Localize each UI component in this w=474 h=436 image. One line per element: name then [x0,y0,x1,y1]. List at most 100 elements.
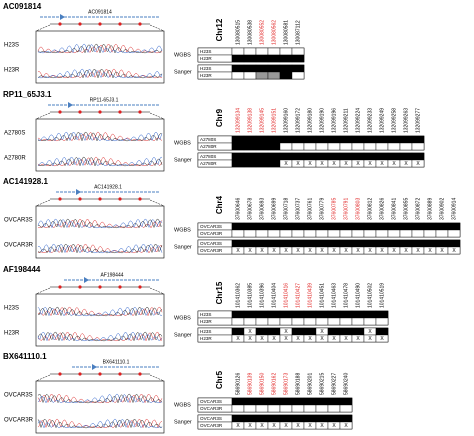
cell-mark: X [320,329,324,335]
position-label: 132099180 [307,108,313,133]
method-label: WGBS [174,227,191,233]
position-label: 132099134 [235,108,241,133]
cell-mark: X [392,161,396,167]
cell-mark: X [236,423,240,429]
gene-label: AC091814 [88,9,112,15]
cell [291,310,305,319]
cell-mark: X [308,423,312,429]
cell [267,159,281,168]
position-label: 37600737 [295,198,301,220]
cell [291,142,305,151]
cell [339,397,353,406]
cell [255,404,269,413]
cpg-dot [118,22,122,26]
cell [267,222,281,231]
cell-mark: X [272,336,276,342]
cell [231,239,245,248]
cell [279,404,293,413]
position-label: 132099172 [295,108,301,133]
cpg-dot [98,110,102,114]
cell [339,229,353,238]
cell [303,222,317,231]
cpg-dot [138,285,142,289]
row-sample-label: OVCAR3S [200,224,222,229]
cell [387,152,401,161]
trace [37,331,163,342]
cell-mark: X [380,336,384,342]
sample-label: H23S [4,43,19,49]
cell [315,135,329,144]
cell [303,142,317,151]
cell [375,135,389,144]
cell [255,317,269,326]
gene-label: RP11-65J3.1 [90,97,119,103]
cell [327,404,341,413]
cell [435,239,449,248]
cell [327,229,341,238]
cell-mark: X [368,329,372,335]
cell [423,222,437,231]
cell-mark: X [260,423,264,429]
cell [243,397,257,406]
row-sample-label: H23S [200,312,212,317]
cell [339,404,353,413]
cpg-dot [98,372,102,376]
cell [303,229,317,238]
cell-mark: X [284,423,288,429]
cell-mark: X [344,423,348,429]
chromatogram-box [35,30,165,84]
cell [423,239,437,248]
cell-mark: X [368,248,372,254]
row-sample-label: OVCAR3S [200,241,222,246]
cell-mark: X [284,336,288,342]
position-label: 37600812 [367,198,373,220]
cell-mark: X [320,248,324,254]
cell [291,64,305,73]
position-label: 132099138 [247,108,253,133]
trace [37,243,163,254]
cell [267,404,281,413]
trace [37,131,163,142]
cell [327,142,341,151]
cell-mark: X [248,329,252,335]
position-label: 130080552 [259,20,265,45]
cell [291,239,305,248]
cell [375,222,389,231]
cell [303,397,317,406]
cell [363,229,377,238]
method-label: WGBS [174,52,191,58]
trace [37,418,163,429]
cell [255,71,269,80]
cell [279,54,293,63]
cpg-dot [78,110,82,114]
method-label: Sanger [174,69,192,75]
trace [37,131,163,142]
method-label: Sanger [174,332,192,338]
position-label: 132099258 [391,108,397,133]
cell [399,229,413,238]
position-label: 101410427 [295,283,301,308]
cell-mark: X [380,248,384,254]
trace [37,331,163,342]
cpg-dot [138,372,142,376]
cell-mark: X [248,423,252,429]
cell [243,47,257,56]
cell [243,229,257,238]
cell [267,239,281,248]
position-label: 37600699 [271,198,277,220]
cell-mark: X [356,248,360,254]
cell [339,222,353,231]
cell [291,397,305,406]
position-label: 101410362 [235,283,241,308]
gene-arrow [68,102,73,108]
cell-mark: X [260,336,264,342]
position-label: 132099190 [319,108,325,133]
position-label: 130087112 [295,20,301,45]
cell-mark: X [248,336,252,342]
position-label: 101410439 [307,283,313,308]
cell [411,135,425,144]
row-sample-label: A2780S [200,137,216,142]
cell [243,159,257,168]
cell-mark: X [452,248,456,254]
cell [291,135,305,144]
